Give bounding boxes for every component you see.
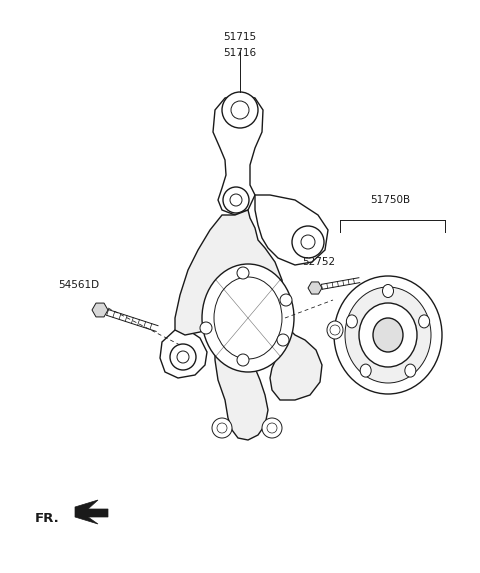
Ellipse shape [419, 315, 430, 328]
Ellipse shape [345, 287, 431, 383]
Circle shape [237, 354, 249, 366]
Text: 51750B: 51750B [370, 195, 410, 205]
Circle shape [237, 267, 249, 279]
Text: FR.: FR. [35, 512, 60, 524]
Text: 51716: 51716 [223, 48, 257, 58]
Circle shape [277, 334, 289, 346]
Text: 51715: 51715 [223, 32, 257, 42]
Circle shape [212, 418, 232, 438]
Polygon shape [92, 303, 108, 317]
Polygon shape [213, 94, 263, 215]
Text: 54561D: 54561D [58, 280, 99, 290]
Ellipse shape [334, 276, 442, 394]
Ellipse shape [359, 303, 417, 367]
Text: 52752: 52752 [302, 257, 335, 267]
Ellipse shape [405, 364, 416, 377]
Circle shape [292, 226, 324, 258]
Polygon shape [175, 210, 322, 440]
Circle shape [223, 187, 249, 213]
Circle shape [262, 418, 282, 438]
Ellipse shape [373, 318, 403, 352]
Circle shape [222, 92, 258, 128]
Ellipse shape [202, 264, 294, 372]
Ellipse shape [327, 321, 343, 339]
Ellipse shape [360, 364, 371, 377]
Polygon shape [255, 195, 328, 265]
Circle shape [200, 322, 212, 334]
Ellipse shape [383, 285, 394, 297]
Ellipse shape [347, 315, 357, 328]
Circle shape [170, 344, 196, 370]
Polygon shape [75, 500, 108, 524]
Polygon shape [160, 330, 207, 378]
Circle shape [280, 294, 292, 306]
Polygon shape [308, 282, 322, 294]
